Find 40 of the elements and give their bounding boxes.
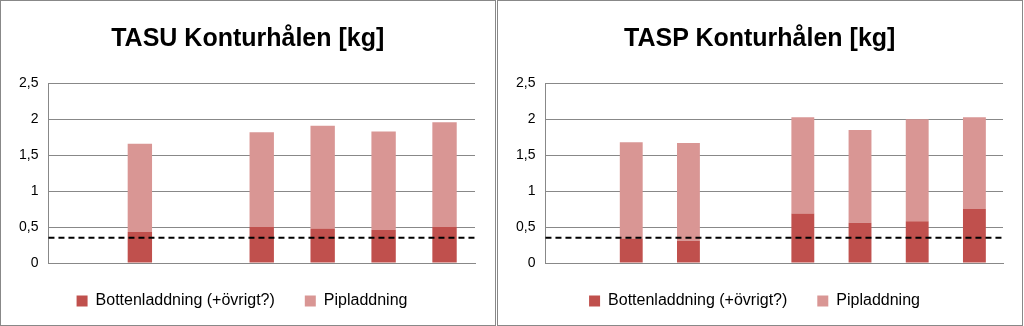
bar — [371, 131, 396, 230]
y-tick-label: 0 — [30, 253, 39, 270]
y-tick-label: 1,5 — [18, 146, 39, 163]
bar — [905, 119, 929, 222]
legend-label: Bottenladdning (+övrigt?) — [607, 291, 787, 309]
y-tick-label: 0,5 — [515, 217, 536, 234]
bar — [676, 240, 700, 263]
y-tick-label: 2 — [527, 110, 536, 127]
bar — [310, 125, 335, 229]
bar — [371, 229, 396, 263]
y-tick-label: 2,5 — [515, 74, 536, 91]
y-tick-label: 2 — [30, 110, 39, 127]
y-tick-label: 1 — [527, 182, 536, 199]
y-tick-label: 0,5 — [18, 217, 39, 234]
bar — [962, 209, 986, 263]
y-tick-label: 2,5 — [18, 74, 39, 91]
y-tick-label: 1 — [30, 182, 39, 199]
bar — [790, 213, 814, 263]
y-tick-label: 0 — [527, 253, 536, 270]
bar — [676, 143, 700, 241]
bar — [619, 142, 643, 239]
bar — [619, 238, 643, 263]
bar — [432, 227, 457, 263]
bar — [848, 222, 871, 263]
bar — [848, 130, 871, 223]
bar — [432, 122, 457, 228]
chart-title: TASU Konturhålen [kg] — [110, 23, 386, 52]
bar — [127, 232, 153, 263]
bar — [310, 228, 335, 263]
y-tick-label: 1,5 — [515, 146, 536, 163]
bar — [249, 227, 274, 263]
legend-label: Pipladdning — [323, 291, 408, 309]
chart-title: TASP Konturhålen [kg] — [623, 23, 897, 52]
legend-label: Pipladdning — [835, 291, 920, 309]
bar — [905, 221, 929, 263]
bar — [127, 143, 153, 233]
bar — [962, 117, 986, 210]
bar — [249, 132, 274, 228]
bar — [790, 117, 814, 214]
legend-label: Bottenladdning (+övrigt?) — [95, 291, 275, 309]
